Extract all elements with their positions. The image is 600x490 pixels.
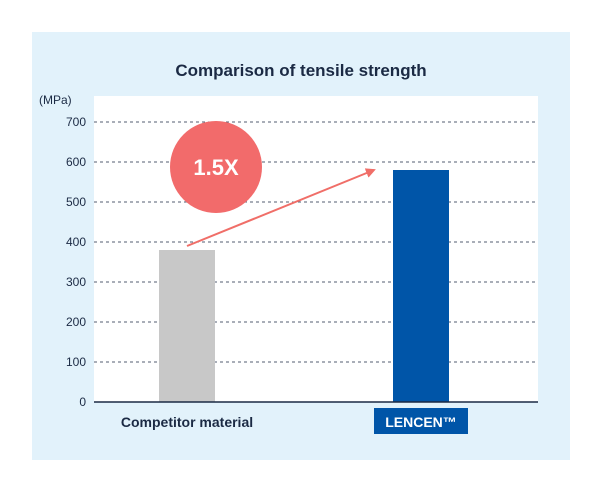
y-tick-label: 500 <box>66 195 86 209</box>
x-axis-labels: Competitor material LENCEN™ <box>121 408 468 434</box>
multiplier-badge <box>170 121 262 213</box>
y-tick-label: 200 <box>66 315 86 329</box>
chart-panel: Comparison of tensile strength (MPa) 0 10… <box>32 32 570 460</box>
y-tick-label: 0 <box>79 395 86 409</box>
annotation: 1.5X <box>170 121 376 247</box>
x-label-lencen: LENCEN™ <box>385 414 457 430</box>
increase-arrow <box>186 168 376 247</box>
y-tick-label: 600 <box>66 155 86 169</box>
bar-lencen <box>393 170 449 402</box>
y-tick-label: 400 <box>66 235 86 249</box>
y-axis-ticks: 0 100 200 300 400 500 600 700 <box>66 115 86 409</box>
chart-title: Comparison of tensile strength <box>175 61 426 80</box>
y-tick-label: 300 <box>66 275 86 289</box>
bars <box>159 170 449 402</box>
y-tick-label: 700 <box>66 115 86 129</box>
lencen-label-background <box>374 408 468 434</box>
bar-chart: Comparison of tensile strength (MPa) 0 10… <box>39 61 538 434</box>
y-axis-unit-label: (MPa) <box>39 93 72 107</box>
bar-competitor <box>159 250 215 402</box>
y-tick-label: 100 <box>66 355 86 369</box>
x-label-competitor: Competitor material <box>121 414 253 430</box>
multiplier-badge-text: 1.5X <box>193 155 239 180</box>
